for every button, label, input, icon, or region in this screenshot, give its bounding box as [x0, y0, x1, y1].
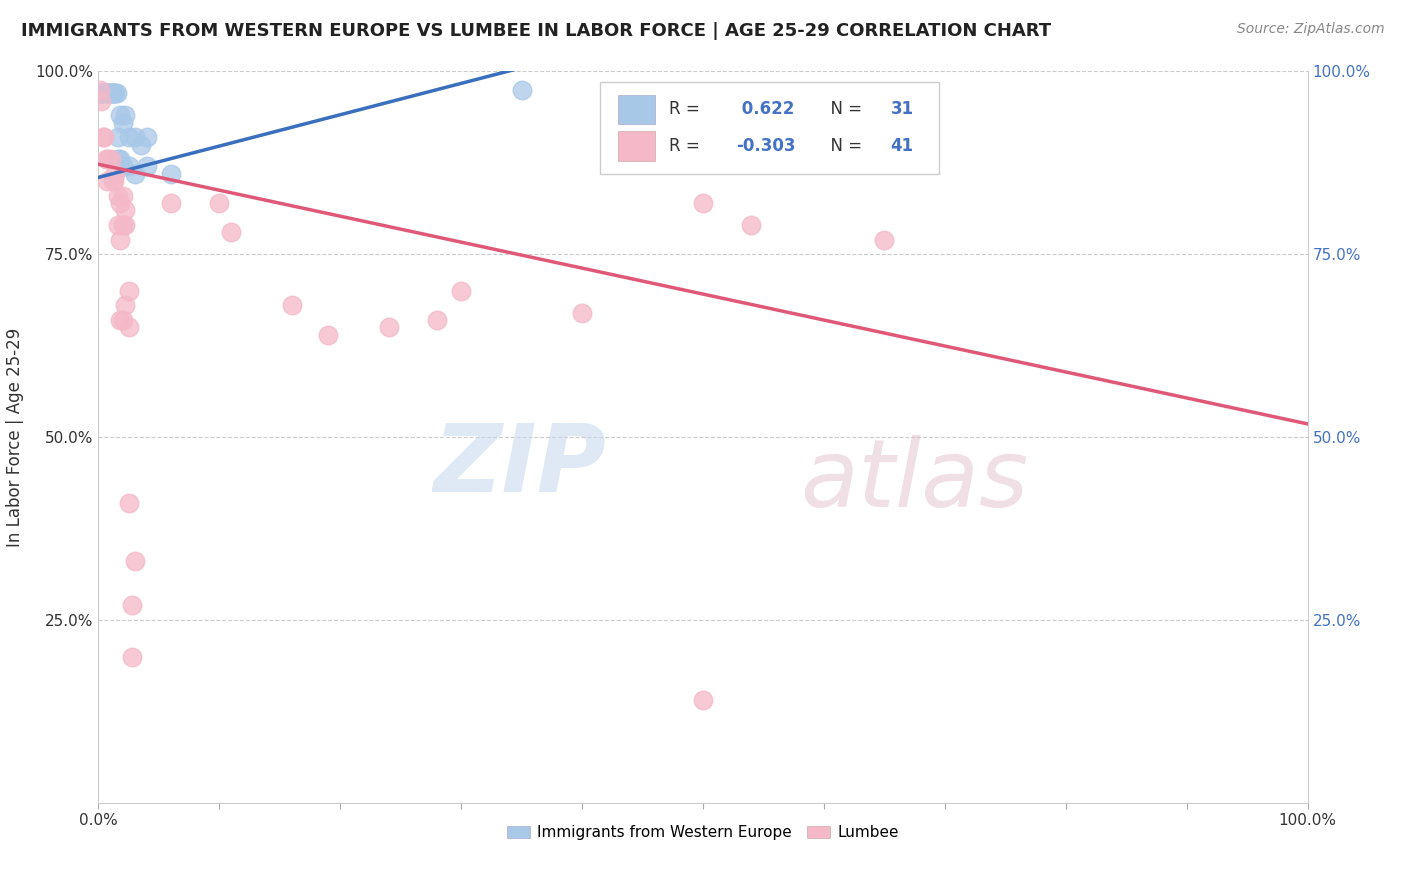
Point	[118, 496, 141, 510]
Point	[450, 284, 472, 298]
Point	[107, 218, 129, 232]
Point	[114, 218, 136, 232]
FancyBboxPatch shape	[600, 82, 939, 174]
Point	[114, 203, 136, 218]
Point	[124, 130, 146, 145]
Text: R =: R =	[669, 137, 706, 155]
Point	[118, 284, 141, 298]
Point	[316, 327, 339, 342]
Point	[111, 218, 134, 232]
Point	[124, 167, 146, 181]
Point	[121, 649, 143, 664]
Point	[118, 320, 141, 334]
Text: -0.303: -0.303	[735, 137, 796, 155]
Point	[90, 87, 112, 101]
Point	[108, 196, 131, 211]
Point	[104, 167, 127, 181]
Point	[89, 87, 111, 101]
Point	[692, 196, 714, 211]
Point	[96, 174, 118, 188]
Point	[94, 152, 117, 166]
Legend: Immigrants from Western Europe, Lumbee: Immigrants from Western Europe, Lumbee	[501, 819, 905, 847]
Point	[135, 130, 157, 145]
Point	[90, 94, 112, 108]
Point	[571, 306, 593, 320]
Point	[129, 137, 152, 152]
FancyBboxPatch shape	[619, 95, 655, 124]
FancyBboxPatch shape	[619, 131, 655, 161]
Point	[114, 108, 136, 122]
Point	[107, 188, 129, 202]
Point	[103, 87, 125, 101]
Point	[98, 87, 121, 101]
Point	[118, 130, 141, 145]
Point	[692, 693, 714, 707]
Text: IMMIGRANTS FROM WESTERN EUROPE VS LUMBEE IN LABOR FORCE | AGE 25-29 CORRELATION : IMMIGRANTS FROM WESTERN EUROPE VS LUMBEE…	[21, 22, 1052, 40]
Point	[97, 152, 120, 166]
Text: atlas: atlas	[800, 435, 1028, 526]
Text: Source: ZipAtlas.com: Source: ZipAtlas.com	[1237, 22, 1385, 37]
Point	[108, 108, 131, 122]
Point	[740, 218, 762, 232]
Point	[108, 152, 131, 166]
Point	[377, 320, 399, 334]
Point	[135, 160, 157, 174]
Point	[101, 174, 124, 188]
Text: R =: R =	[669, 101, 706, 119]
Point	[103, 174, 125, 188]
Text: N =: N =	[820, 137, 868, 155]
Point	[873, 233, 896, 247]
Point	[100, 152, 122, 166]
Text: N =: N =	[820, 101, 868, 119]
Text: ZIP: ZIP	[433, 420, 606, 512]
Point	[91, 130, 114, 145]
Point	[94, 87, 117, 101]
Point	[111, 115, 134, 129]
Point	[96, 87, 118, 101]
Point	[426, 313, 449, 327]
Point	[97, 87, 120, 101]
Point	[104, 87, 127, 101]
Point	[91, 87, 114, 101]
Point	[111, 313, 134, 327]
Point	[91, 87, 114, 101]
Point	[107, 152, 129, 166]
Point	[93, 87, 115, 101]
Point	[160, 167, 183, 181]
Point	[89, 83, 111, 97]
Point	[100, 87, 122, 101]
Y-axis label: In Labor Force | Age 25-29: In Labor Force | Age 25-29	[7, 327, 24, 547]
Point	[124, 554, 146, 568]
Point	[108, 313, 131, 327]
Point	[100, 87, 122, 101]
Point	[107, 130, 129, 145]
Text: 31: 31	[890, 101, 914, 119]
Point	[281, 298, 304, 312]
Point	[114, 298, 136, 312]
Text: 0.622: 0.622	[735, 101, 794, 119]
Point	[510, 83, 533, 97]
Point	[118, 160, 141, 174]
Point	[101, 87, 124, 101]
Point	[108, 233, 131, 247]
Point	[208, 196, 231, 211]
Point	[111, 160, 134, 174]
Point	[93, 130, 115, 145]
Point	[111, 188, 134, 202]
Point	[105, 87, 128, 101]
Point	[221, 225, 243, 239]
Point	[121, 599, 143, 613]
Point	[160, 196, 183, 211]
Text: 41: 41	[890, 137, 914, 155]
